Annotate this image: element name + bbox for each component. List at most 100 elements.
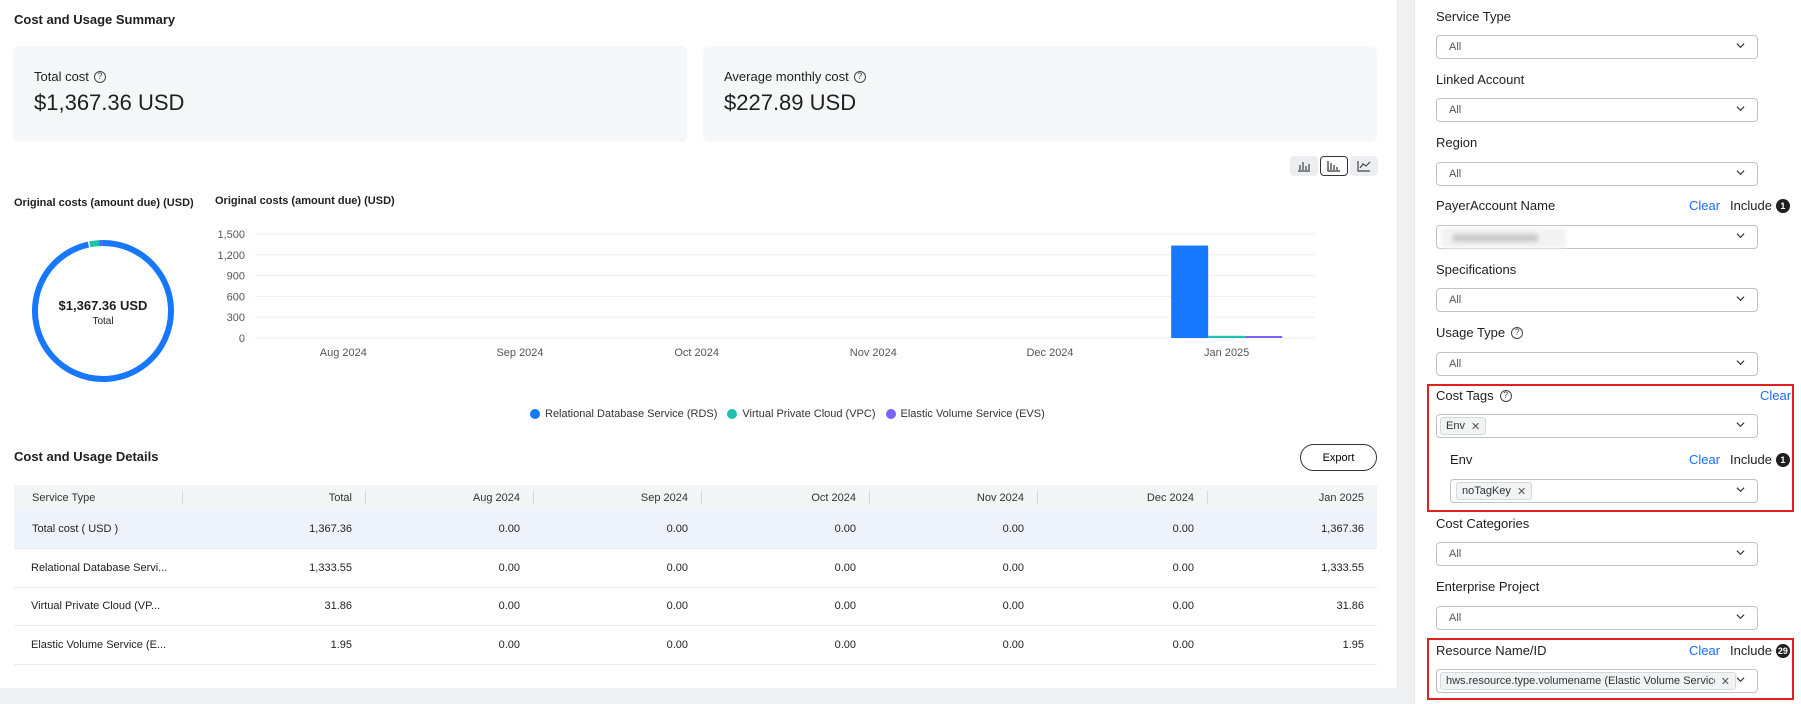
- cost-tags-select[interactable]: Env ✕: [1436, 414, 1758, 438]
- payer-account-include[interactable]: Include 1: [1730, 198, 1790, 213]
- column-header[interactable]: Oct 2024: [701, 485, 869, 510]
- include-label: Include: [1730, 643, 1772, 658]
- cost-cell: 0.00: [365, 548, 533, 588]
- chevron-down-icon: [1736, 43, 1745, 49]
- linked-account-label: Linked Account: [1436, 72, 1525, 87]
- cost-tags-clear-link[interactable]: Clear: [1760, 388, 1792, 403]
- chevron-down-icon: [1736, 170, 1745, 176]
- column-header[interactable]: Sep 2024: [533, 485, 701, 510]
- cost-cell: 0.00: [533, 625, 701, 665]
- help-icon[interactable]: ?: [1499, 389, 1512, 402]
- cost-cell: 0.00: [869, 510, 1037, 549]
- region-value: All: [1449, 168, 1462, 180]
- filter-sidebar: Service Type All Linked Account All Regi…: [1414, 0, 1801, 704]
- y-tick-label: 300: [227, 312, 245, 324]
- line-chart-icon[interactable]: [1350, 156, 1378, 176]
- legend-item[interactable]: Relational Database Service (RDS): [530, 408, 717, 420]
- cost-cell: 31.86: [1207, 587, 1377, 626]
- resource-label: Resource Name/ID: [1436, 643, 1547, 658]
- legend-label: Virtual Private Cloud (VPC): [742, 408, 876, 420]
- column-header[interactable]: Nov 2024: [869, 485, 1037, 510]
- close-icon[interactable]: ✕: [1470, 420, 1481, 433]
- x-tick-label: Nov 2024: [850, 347, 897, 359]
- y-tick-label: 1,200: [217, 250, 245, 262]
- close-icon[interactable]: ✕: [1516, 485, 1527, 498]
- cost-cell: 0.00: [1037, 625, 1207, 665]
- specifications-value: All: [1449, 294, 1462, 306]
- table-row: Virtual Private Cloud (VP... 31.86 0.00 0.0…: [14, 587, 1377, 626]
- redacted-account-chip: [1441, 228, 1566, 248]
- service-name-cell: Elastic Volume Service (E...: [14, 625, 182, 665]
- donut-chart-title: Original costs (amount due) (USD): [14, 197, 194, 209]
- cost-cell: 0.00: [1037, 510, 1207, 549]
- tag-chip-label: Env: [1446, 420, 1465, 432]
- x-tick-label: Sep 2024: [496, 347, 543, 359]
- chart-legend: Relational Database Service (RDS) Virtua…: [530, 408, 1045, 420]
- donut-center-label: Total: [92, 316, 114, 327]
- stacked-bar-icon[interactable]: [1290, 156, 1318, 176]
- tag-chip: Env ✕: [1440, 417, 1487, 435]
- donut-center-amount: $1,367.36 USD: [58, 298, 148, 313]
- linked-account-select[interactable]: All: [1436, 98, 1758, 122]
- total-cost-value: $1,367.36 USD: [34, 90, 185, 115]
- tag-chip: hws.resource.type.volumename (Elastic Vo…: [1440, 672, 1736, 690]
- close-icon[interactable]: ✕: [1720, 675, 1730, 688]
- service-name-cell: Total cost ( USD ): [14, 510, 182, 549]
- env-clear-link[interactable]: Clear: [1689, 452, 1721, 467]
- chart-view-toggle: [1290, 156, 1378, 176]
- help-icon[interactable]: ?: [93, 70, 106, 83]
- average-cost-label: Average monthly cost: [724, 69, 849, 84]
- bar-chart: 0 300 600 900 1,200 1,500 Aug 2024 Sep 2024 Oct …: [217, 229, 1315, 359]
- env-select[interactable]: noTagKey ✕: [1450, 479, 1758, 503]
- chevron-down-icon: [1736, 106, 1745, 112]
- region-select[interactable]: All: [1436, 162, 1758, 186]
- cost-cell: 0.00: [1037, 548, 1207, 588]
- payer-account-select[interactable]: [1436, 225, 1758, 249]
- page-title: Cost and Usage Summary: [14, 12, 176, 27]
- column-header[interactable]: Jan 2025: [1207, 485, 1377, 510]
- main-panel: Cost and Usage Summary Total cost ? $1,3…: [0, 0, 1398, 688]
- resource-select[interactable]: hws.resource.type.volumename (Elastic Vo…: [1436, 669, 1758, 693]
- resource-include[interactable]: Include 29: [1730, 643, 1790, 658]
- service-type-select[interactable]: All: [1436, 35, 1758, 59]
- chevron-down-icon: [1736, 614, 1745, 620]
- highlight-box: [1427, 638, 1794, 700]
- count-badge: 1: [1775, 452, 1790, 467]
- count-badge: 29: [1775, 643, 1790, 658]
- column-header[interactable]: Aug 2024: [365, 485, 533, 510]
- cost-cell: 1.95: [1207, 625, 1377, 665]
- column-header[interactable]: Service Type: [14, 485, 182, 510]
- x-tick-label: Jan 2025: [1204, 347, 1249, 359]
- env-include[interactable]: Include 1: [1730, 452, 1790, 467]
- specifications-select[interactable]: All: [1436, 288, 1758, 312]
- payer-account-clear-link[interactable]: Clear: [1689, 198, 1721, 213]
- column-header[interactable]: Total: [182, 485, 365, 510]
- legend-item[interactable]: Virtual Private Cloud (VPC): [727, 408, 876, 420]
- bar-chart-icon[interactable]: [1320, 156, 1348, 176]
- help-icon[interactable]: ?: [853, 70, 866, 83]
- cost-categories-select[interactable]: All: [1436, 542, 1758, 566]
- usage-type-value: All: [1449, 358, 1462, 370]
- legend-label: Relational Database Service (RDS): [545, 408, 718, 420]
- bar: [1245, 336, 1283, 338]
- help-icon[interactable]: ?: [1511, 326, 1524, 339]
- enterprise-project-label: Enterprise Project: [1436, 579, 1540, 594]
- resource-clear-link[interactable]: Clear: [1689, 643, 1721, 658]
- cost-cell: 0.00: [365, 587, 533, 626]
- cost-cell: 0.00: [869, 587, 1037, 626]
- cost-categories-value: All: [1449, 548, 1462, 560]
- chevron-down-icon: [1736, 422, 1745, 428]
- legend-dot: [885, 409, 896, 419]
- cost-cell: 0.00: [869, 625, 1037, 665]
- enterprise-project-select[interactable]: All: [1436, 606, 1758, 630]
- cost-cell: 1,333.55: [182, 548, 365, 588]
- include-label: Include: [1730, 198, 1772, 213]
- column-header[interactable]: Dec 2024: [1037, 485, 1207, 510]
- x-tick-label: Oct 2024: [674, 347, 719, 359]
- legend-item[interactable]: Elastic Volume Service (EVS): [885, 408, 1045, 420]
- cost-cell: 0.00: [701, 587, 869, 626]
- export-button[interactable]: Export: [1300, 444, 1377, 471]
- average-cost-value: $227.89 USD: [724, 90, 857, 115]
- cost-cell: 0.00: [869, 548, 1037, 588]
- usage-type-select[interactable]: All: [1436, 352, 1758, 376]
